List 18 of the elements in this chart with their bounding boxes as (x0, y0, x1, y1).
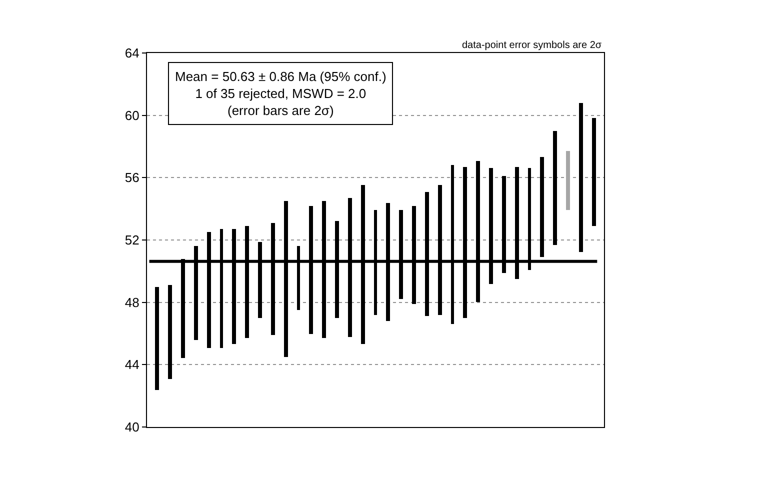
y-tick-label: 64 (124, 46, 140, 61)
y-tick-label: 52 (124, 232, 140, 248)
annotation: 1 of 35 rejected, MSWD = 2.0 (195, 86, 366, 101)
bar (592, 118, 596, 226)
bar (553, 131, 557, 245)
text: data-point error symbols are 2σ (462, 40, 602, 51)
bar (168, 285, 172, 379)
bar (155, 287, 159, 390)
y-tick-label: 60 (124, 108, 140, 123)
y-tick-label: 44 (124, 357, 140, 372)
bar (579, 103, 583, 252)
bar (540, 157, 544, 257)
y-tick-label: 56 (124, 170, 140, 186)
annotation: (error bars are 2σ) (228, 102, 334, 118)
bar (566, 151, 570, 210)
y-tick-label: 48 (124, 294, 140, 310)
y-tick-label: 40 (124, 420, 140, 435)
annotation: Mean = 50.63 ± 0.86 Ma (95% conf.) (175, 69, 386, 84)
